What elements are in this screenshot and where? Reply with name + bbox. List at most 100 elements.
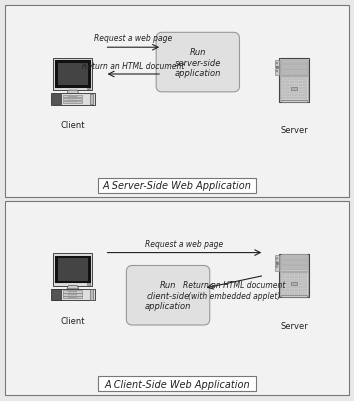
FancyBboxPatch shape (299, 97, 302, 100)
FancyBboxPatch shape (290, 81, 293, 84)
Text: Run
client-side
application: Run client-side application (145, 281, 191, 310)
Text: Request a web page: Request a web page (145, 239, 224, 248)
FancyBboxPatch shape (286, 81, 289, 84)
FancyBboxPatch shape (279, 59, 309, 102)
FancyBboxPatch shape (281, 286, 285, 288)
FancyBboxPatch shape (276, 262, 278, 264)
FancyBboxPatch shape (299, 273, 302, 275)
FancyBboxPatch shape (303, 85, 307, 87)
FancyBboxPatch shape (156, 33, 240, 93)
FancyBboxPatch shape (286, 78, 289, 81)
FancyBboxPatch shape (281, 276, 285, 279)
FancyBboxPatch shape (295, 81, 298, 84)
FancyBboxPatch shape (290, 286, 293, 288)
FancyBboxPatch shape (290, 88, 293, 90)
FancyBboxPatch shape (295, 78, 298, 81)
FancyBboxPatch shape (68, 99, 77, 100)
FancyBboxPatch shape (281, 65, 307, 69)
FancyBboxPatch shape (281, 265, 307, 270)
Text: Client: Client (61, 316, 85, 325)
FancyBboxPatch shape (56, 62, 90, 88)
FancyBboxPatch shape (53, 254, 92, 286)
FancyBboxPatch shape (58, 259, 88, 281)
Polygon shape (67, 91, 79, 94)
FancyBboxPatch shape (281, 255, 307, 259)
Polygon shape (67, 286, 79, 289)
FancyBboxPatch shape (68, 294, 77, 295)
FancyBboxPatch shape (286, 290, 289, 292)
FancyBboxPatch shape (281, 283, 285, 285)
FancyBboxPatch shape (5, 201, 349, 395)
FancyBboxPatch shape (290, 85, 293, 87)
Circle shape (276, 63, 278, 65)
FancyBboxPatch shape (303, 286, 307, 288)
FancyBboxPatch shape (63, 291, 82, 293)
Text: Client: Client (61, 121, 85, 130)
FancyBboxPatch shape (68, 96, 77, 97)
FancyBboxPatch shape (290, 273, 293, 275)
FancyBboxPatch shape (303, 78, 307, 81)
FancyBboxPatch shape (52, 95, 61, 105)
FancyBboxPatch shape (290, 97, 293, 100)
Text: Return an HTML document
(with embedded applet): Return an HTML document (with embedded a… (183, 281, 286, 300)
FancyBboxPatch shape (290, 279, 293, 282)
FancyBboxPatch shape (52, 290, 61, 300)
Circle shape (276, 67, 278, 69)
Text: Return an HTML document: Return an HTML document (82, 62, 184, 71)
FancyBboxPatch shape (281, 85, 285, 87)
FancyBboxPatch shape (295, 286, 298, 288)
FancyBboxPatch shape (290, 94, 293, 97)
Text: Server: Server (280, 126, 308, 135)
FancyBboxPatch shape (290, 293, 293, 295)
FancyBboxPatch shape (281, 290, 285, 292)
FancyBboxPatch shape (303, 279, 307, 282)
FancyBboxPatch shape (286, 283, 289, 285)
FancyBboxPatch shape (299, 286, 302, 288)
FancyBboxPatch shape (90, 290, 93, 300)
Text: A Client-Side Web Application: A Client-Side Web Application (104, 379, 250, 389)
Text: Server: Server (280, 321, 308, 330)
FancyBboxPatch shape (303, 97, 307, 100)
FancyBboxPatch shape (290, 276, 293, 279)
FancyBboxPatch shape (280, 61, 308, 76)
FancyBboxPatch shape (276, 67, 278, 69)
FancyBboxPatch shape (63, 101, 82, 104)
FancyBboxPatch shape (53, 59, 92, 91)
FancyBboxPatch shape (303, 283, 307, 285)
FancyBboxPatch shape (281, 101, 307, 102)
Circle shape (276, 262, 278, 264)
FancyBboxPatch shape (281, 279, 285, 282)
FancyBboxPatch shape (303, 81, 307, 84)
FancyBboxPatch shape (290, 290, 293, 292)
FancyBboxPatch shape (295, 85, 298, 87)
FancyBboxPatch shape (290, 283, 293, 285)
FancyBboxPatch shape (281, 91, 285, 93)
FancyBboxPatch shape (303, 88, 307, 90)
FancyBboxPatch shape (281, 70, 307, 75)
FancyBboxPatch shape (280, 272, 308, 296)
FancyBboxPatch shape (281, 273, 285, 275)
FancyBboxPatch shape (56, 257, 90, 283)
FancyBboxPatch shape (281, 260, 307, 264)
FancyBboxPatch shape (303, 94, 307, 97)
Circle shape (276, 266, 278, 268)
FancyBboxPatch shape (286, 85, 289, 87)
FancyBboxPatch shape (295, 283, 298, 285)
FancyBboxPatch shape (98, 178, 256, 193)
FancyBboxPatch shape (295, 94, 298, 97)
FancyBboxPatch shape (98, 376, 256, 391)
FancyBboxPatch shape (299, 276, 302, 279)
FancyBboxPatch shape (286, 88, 289, 90)
FancyBboxPatch shape (286, 273, 289, 275)
FancyBboxPatch shape (279, 254, 309, 297)
FancyBboxPatch shape (286, 279, 289, 282)
FancyBboxPatch shape (295, 91, 298, 93)
FancyBboxPatch shape (63, 96, 82, 98)
Circle shape (276, 258, 278, 259)
FancyBboxPatch shape (281, 78, 285, 81)
FancyBboxPatch shape (303, 293, 307, 295)
Circle shape (276, 71, 278, 73)
FancyBboxPatch shape (281, 88, 285, 90)
FancyBboxPatch shape (299, 81, 302, 84)
FancyBboxPatch shape (58, 63, 88, 86)
